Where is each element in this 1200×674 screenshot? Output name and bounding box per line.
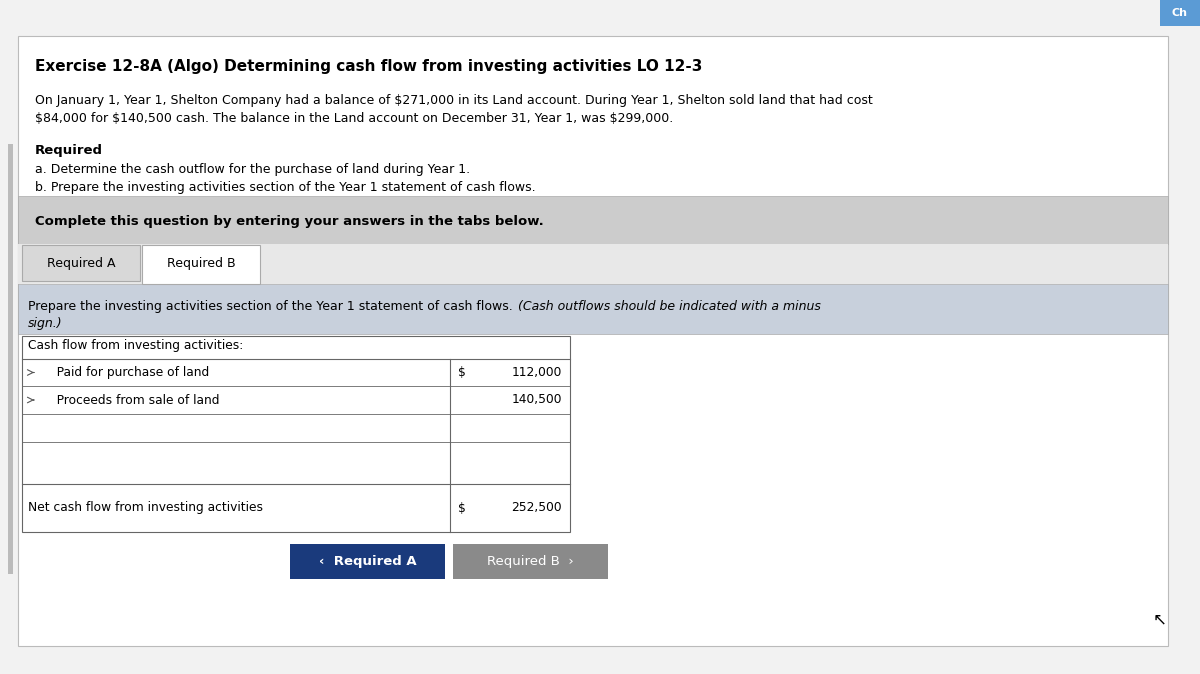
Text: Paid for purchase of land: Paid for purchase of land (46, 366, 209, 379)
Text: a. Determine the cash outflow for the purchase of land during Year 1.: a. Determine the cash outflow for the pu… (35, 163, 470, 176)
Text: ↖: ↖ (1153, 610, 1166, 628)
Bar (454, 544, 608, 579)
Text: Proceeds from sale of land: Proceeds from sale of land (46, 394, 220, 406)
Text: 252,500: 252,500 (511, 501, 562, 514)
Bar (1160, 0, 1200, 26)
Text: Complete this question by entering your answers in the tabs below.: Complete this question by entering your … (35, 215, 544, 228)
Text: sign.): sign.) (28, 317, 62, 330)
Text: Required A: Required A (47, 257, 115, 270)
Text: Prepare the investing activities section of the Year 1 statement of cash flows.: Prepare the investing activities section… (28, 300, 517, 313)
Text: $84,000 for $140,500 cash. The balance in the Land account on December 31, Year : $84,000 for $140,500 cash. The balance i… (35, 112, 673, 125)
Bar (22, 245, 140, 281)
Bar (8, 144, 13, 574)
Text: Required B  ›: Required B › (487, 555, 574, 568)
Bar (142, 245, 260, 284)
Text: On January 1, Year 1, Shelton Company had a balance of $271,000 in its Land acco: On January 1, Year 1, Shelton Company ha… (35, 94, 872, 107)
Text: Net cash flow from investing activities: Net cash flow from investing activities (28, 501, 263, 514)
Text: Required: Required (35, 144, 103, 157)
Text: (Cash outflows should be indicated with a minus: (Cash outflows should be indicated with … (518, 300, 821, 313)
Text: $: $ (458, 366, 466, 379)
Bar (18, 196, 1168, 244)
Text: b. Prepare the investing activities section of the Year 1 statement of cash flow: b. Prepare the investing activities sect… (35, 181, 535, 194)
Text: Ch: Ch (1172, 8, 1188, 18)
Bar (22, 336, 570, 532)
Bar (290, 544, 445, 579)
Text: ‹  Required A: ‹ Required A (319, 555, 416, 568)
Bar (18, 284, 1168, 334)
Text: Exercise 12-8A (Algo) Determining cash flow from investing activities LO 12-3: Exercise 12-8A (Algo) Determining cash f… (35, 59, 702, 74)
Text: Cash flow from investing activities:: Cash flow from investing activities: (28, 340, 244, 353)
Bar (18, 244, 1168, 284)
Text: 140,500: 140,500 (511, 394, 562, 406)
Text: $: $ (458, 501, 466, 514)
Text: Required B: Required B (167, 257, 235, 270)
Text: 112,000: 112,000 (511, 366, 562, 379)
